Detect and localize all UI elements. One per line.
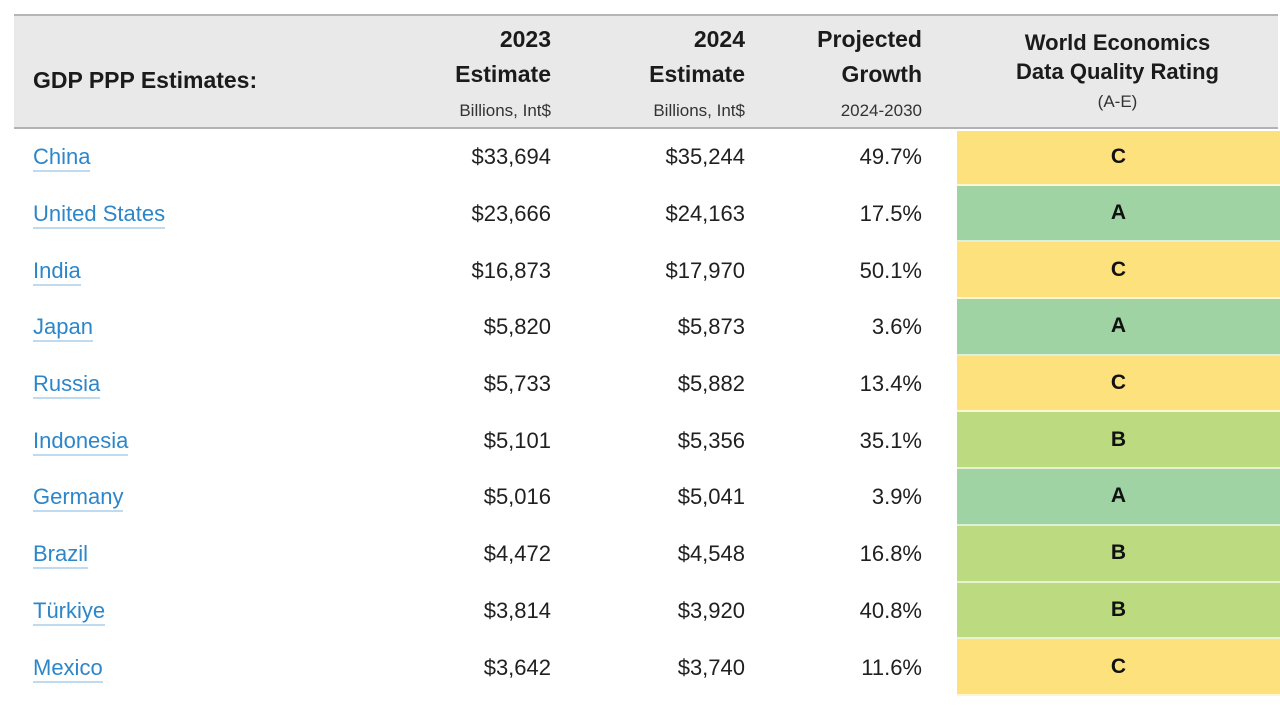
table-row: Mexico $3,642 $3,740 11.6% C [0, 639, 1280, 696]
table-row: United States $23,666 $24,163 17.5% A [0, 185, 1280, 243]
table-header: GDP PPP Estimates: 2023 Estimate Billion… [14, 14, 1278, 129]
country-link[interactable]: China [33, 144, 91, 173]
projected-growth-value: 35.1% [859, 427, 922, 453]
estimate-2023-value: $5,101 [483, 427, 551, 453]
estimate-2023-value: $3,814 [483, 597, 551, 623]
header-2024-line1: 2024 [693, 26, 745, 52]
country-cell: Mexico [0, 654, 305, 683]
estimate-2023-value: $3,642 [483, 654, 551, 680]
header-2023-line1: 2023 [499, 26, 551, 52]
estimate-2023-value: $4,472 [483, 541, 551, 567]
projected-growth-value: 40.8% [859, 597, 922, 623]
estimate-2024-value: $5,356 [677, 427, 745, 453]
header-rating-scale: (A-E) [1097, 92, 1138, 111]
table-row: Russia $5,733 $5,882 13.4% C [0, 355, 1280, 413]
estimate-2024-value: $5,873 [677, 314, 745, 340]
header-cell-country: GDP PPP Estimates: [14, 16, 305, 127]
header-2024-line2: Estimate [649, 61, 745, 87]
projected-growth-value: 16.8% [859, 541, 922, 567]
country-link[interactable]: Brazil [33, 541, 89, 570]
estimate-2024-value: $17,970 [665, 257, 745, 283]
quality-rating-cell: C [957, 639, 1280, 696]
quality-rating-cell: B [957, 412, 1280, 470]
country-cell: Germany [0, 484, 305, 513]
quality-rating-cell: B [957, 525, 1280, 583]
header-2023-unit: Billions, Int$ [459, 101, 551, 120]
quality-rating-cell: C [957, 129, 1280, 186]
country-link[interactable]: Germany [33, 484, 124, 513]
quality-rating-cell: A [957, 185, 1280, 243]
header-growth-range: 2024-2030 [840, 101, 922, 120]
header-2024-unit: Billions, Int$ [653, 101, 745, 120]
estimate-2023-value: $5,733 [483, 371, 551, 397]
projected-growth-value: 11.6% [861, 654, 922, 680]
estimate-2024-value: $35,244 [665, 144, 745, 170]
estimate-2024-value: $4,548 [677, 541, 745, 567]
header-cell-2024-estimate: 2024 Estimate Billions, Int$ [551, 16, 745, 127]
quality-rating-cell: A [957, 469, 1280, 526]
header-cell-projected-growth: Projected Growth 2024-2030 [745, 16, 957, 127]
quality-rating-cell: B [957, 582, 1280, 640]
header-cell-2023-estimate: 2023 Estimate Billions, Int$ [305, 16, 551, 127]
table-row: Germany $5,016 $5,041 3.9% A [0, 469, 1280, 526]
table-row: Indonesia $5,101 $5,356 35.1% B [0, 412, 1280, 470]
estimate-2023-value: $5,820 [483, 314, 551, 340]
gdp-ppp-table: GDP PPP Estimates: 2023 Estimate Billion… [0, 14, 1280, 710]
quality-rating-cell: C [957, 242, 1280, 300]
estimate-2023-value: $23,666 [471, 201, 551, 227]
header-rating-line1: World Economics [1024, 30, 1211, 55]
country-cell: Japan [0, 314, 305, 343]
projected-growth-value: 3.9% [871, 484, 922, 510]
country-cell: Brazil [0, 541, 305, 570]
table-row: Türkiye $3,814 $3,920 40.8% B [0, 582, 1280, 640]
table-row: Brazil $4,472 $4,548 16.8% B [0, 525, 1280, 583]
projected-growth-value: 49.7% [859, 144, 922, 170]
country-cell: India [0, 257, 305, 286]
country-cell: Russia [0, 371, 305, 400]
estimate-2024-value: $3,920 [677, 597, 745, 623]
table-row: China $33,694 $35,244 49.7% C [0, 129, 1280, 186]
header-growth-line1: Projected [817, 26, 922, 52]
estimate-2024-value: $5,882 [677, 371, 745, 397]
projected-growth-value: 50.1% [859, 257, 922, 283]
header-2023-line2: Estimate [455, 61, 551, 87]
country-cell: China [0, 144, 305, 173]
header-growth-line2: Growth [841, 61, 923, 87]
country-link[interactable]: India [33, 257, 81, 286]
country-link[interactable]: Japan [33, 314, 93, 343]
header-cell-quality-rating: World Economics Data Quality Rating (A-E… [957, 16, 1278, 127]
estimate-2023-value: $16,873 [471, 257, 551, 283]
quality-rating-cell: A [957, 299, 1280, 356]
country-link[interactable]: Russia [33, 371, 101, 400]
projected-growth-value: 17.5% [859, 201, 922, 227]
country-link[interactable]: United States [33, 201, 166, 230]
quality-rating-cell: C [957, 355, 1280, 413]
estimate-2024-value: $3,740 [677, 654, 745, 680]
estimate-2024-value: $5,041 [677, 484, 745, 510]
country-link[interactable]: Türkiye [33, 597, 106, 626]
table-title: GDP PPP Estimates: [33, 67, 258, 93]
country-cell: Türkiye [0, 597, 305, 626]
projected-growth-value: 13.4% [859, 371, 922, 397]
table-body: China $33,694 $35,244 49.7% C United Sta… [0, 129, 1280, 696]
country-cell: Indonesia [0, 427, 305, 456]
country-link[interactable]: Mexico [33, 654, 103, 683]
estimate-2023-value: $33,694 [471, 144, 551, 170]
country-link[interactable]: Indonesia [33, 427, 129, 456]
estimate-2023-value: $5,016 [483, 484, 551, 510]
country-cell: United States [0, 201, 305, 230]
projected-growth-value: 3.6% [871, 314, 922, 340]
table-row: India $16,873 $17,970 50.1% C [0, 242, 1280, 300]
header-rating-line2: Data Quality Rating [1016, 59, 1219, 84]
table-row: Japan $5,820 $5,873 3.6% A [0, 299, 1280, 356]
estimate-2024-value: $24,163 [665, 201, 745, 227]
